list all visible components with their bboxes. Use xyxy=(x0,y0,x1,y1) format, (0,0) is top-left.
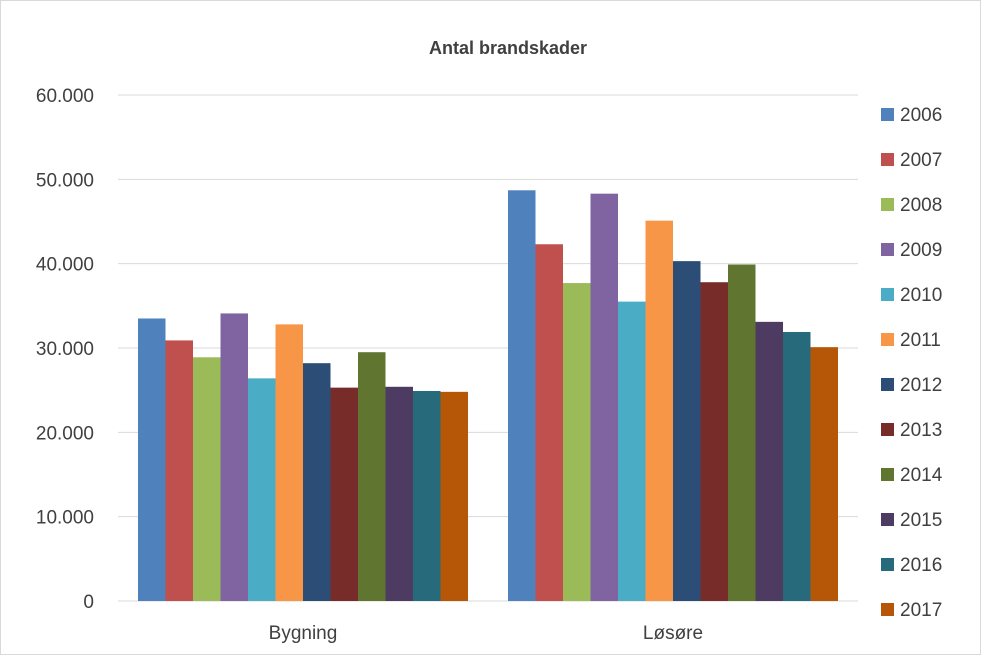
y-tick-label: 40.000 xyxy=(36,255,94,276)
bar-2014-løsøre xyxy=(728,264,756,601)
y-tick-label: 50.000 xyxy=(36,170,94,191)
bar-2006-bygning xyxy=(138,318,166,601)
bars xyxy=(138,190,838,602)
legend: 2006 2007 2008 2009 2010 2011 2012 2013 2014 2015… xyxy=(881,105,943,621)
bar-2011-løsøre xyxy=(645,220,673,601)
bar-2017-løsøre xyxy=(810,347,838,601)
y-axis-ticks: 0 10.000 20.000 30.000 40.000 50.000 60.000 xyxy=(36,86,94,613)
x-tick-label: Bygning xyxy=(269,623,338,644)
legend-swatch xyxy=(881,378,894,391)
bar-2007-løsøre xyxy=(535,244,563,601)
bar-2015-løsøre xyxy=(755,321,783,601)
legend-label: 2015 xyxy=(900,510,942,531)
bar-2013-løsøre xyxy=(700,282,728,601)
bar-2016-bygning xyxy=(413,391,441,601)
bar-2010-løsøre xyxy=(618,301,646,601)
bar-2017-bygning xyxy=(440,391,468,601)
legend-swatch xyxy=(881,558,894,571)
bar-2014-bygning xyxy=(358,352,386,601)
legend-label: 2014 xyxy=(900,465,943,486)
bar-2008-løsøre xyxy=(563,283,591,601)
legend-swatch xyxy=(881,603,894,616)
bar-2015-bygning xyxy=(385,386,413,601)
y-tick-label: 60.000 xyxy=(36,86,94,107)
legend-label: 2006 xyxy=(900,105,942,126)
x-tick-label: Løsøre xyxy=(643,623,703,644)
bar-2009-bygning xyxy=(220,313,248,601)
bar-2011-bygning xyxy=(275,324,303,601)
legend-label: 2010 xyxy=(900,285,942,306)
bar-2012-bygning xyxy=(303,363,331,601)
legend-swatch xyxy=(881,198,894,211)
legend-swatch xyxy=(881,288,894,301)
legend-swatch xyxy=(881,333,894,346)
bar-2007-bygning xyxy=(165,340,193,601)
legend-swatch xyxy=(881,513,894,526)
legend-label: 2017 xyxy=(900,600,942,621)
legend-label: 2011 xyxy=(900,330,941,351)
legend-label: 2012 xyxy=(900,375,942,396)
bar-2008-bygning xyxy=(193,357,221,601)
legend-label: 2007 xyxy=(900,150,942,171)
bar-2009-løsøre xyxy=(590,193,618,602)
legend-label: 2016 xyxy=(900,555,942,576)
legend-swatch xyxy=(881,153,894,166)
y-tick-label: 20.000 xyxy=(36,423,94,444)
bar-2013-bygning xyxy=(330,387,358,601)
bar-2006-løsøre xyxy=(508,190,536,601)
legend-swatch xyxy=(881,243,894,256)
x-axis-ticks: Bygning Løsøre xyxy=(269,623,703,644)
legend-swatch xyxy=(881,423,894,436)
bar-2016-løsøre xyxy=(783,331,811,601)
y-tick-label: 10.000 xyxy=(36,508,94,529)
legend-label: 2013 xyxy=(900,420,942,441)
bar-2012-løsøre xyxy=(673,261,701,601)
chart-title: Antal brandskader xyxy=(429,38,587,58)
y-tick-label: 30.000 xyxy=(36,339,94,360)
legend-swatch xyxy=(881,468,894,481)
bar-2010-bygning xyxy=(248,378,276,601)
legend-label: 2009 xyxy=(900,240,942,261)
legend-swatch xyxy=(881,108,894,121)
y-tick-label: 0 xyxy=(83,592,94,613)
legend-label: 2008 xyxy=(900,195,942,216)
